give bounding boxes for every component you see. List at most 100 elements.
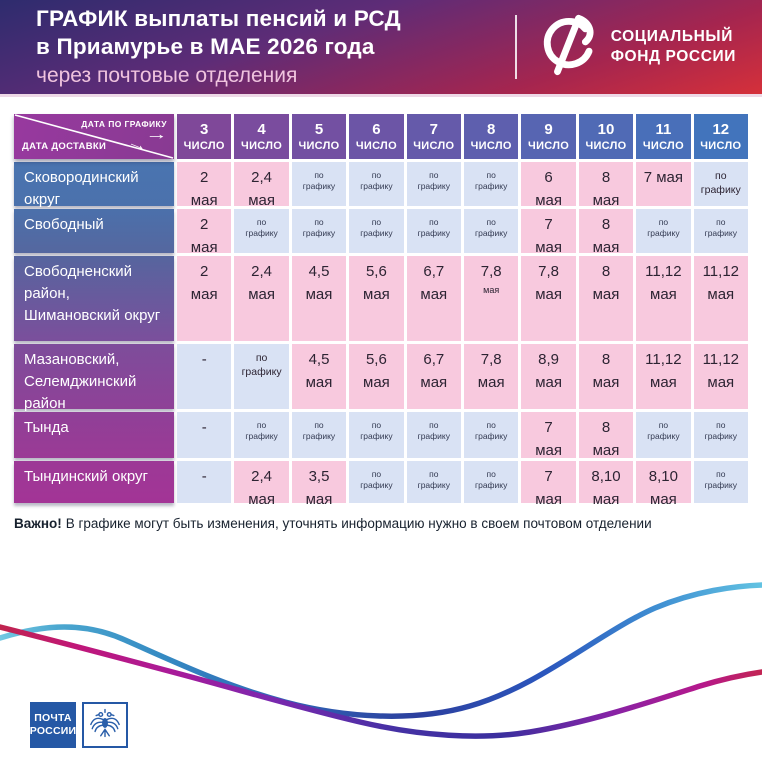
table-cell: 6,7 мая xyxy=(406,256,461,341)
footnote: Важно! В графике могут быть изменения, ут… xyxy=(14,516,652,531)
table-cell: 8 мая xyxy=(578,209,634,256)
table-cell: по графику xyxy=(693,461,748,503)
row-label: Сковородинский округ xyxy=(14,162,174,208)
post-logo-line2: РОССИИ xyxy=(29,725,77,737)
table-cell: по графику xyxy=(349,162,404,206)
table-cell: 7,8 мая xyxy=(464,344,519,409)
social-fund-logo: СОЦИАЛЬНЫЙ ФОНД РОССИИ xyxy=(517,14,762,81)
column-header-3: 3 ЧИСЛО xyxy=(177,114,232,159)
column-header-8: 8 ЧИСЛО xyxy=(464,114,519,159)
table-cell: по графику xyxy=(636,412,691,458)
column-header-5: 5 ЧИСЛО xyxy=(291,114,347,159)
social-fund-icon xyxy=(537,14,599,81)
table-cell: 2,4 мая xyxy=(234,256,289,341)
table-cell: по графику xyxy=(693,209,748,253)
table-cell: - xyxy=(177,461,232,503)
table-cell: 2 мая xyxy=(177,209,232,256)
wave-magenta xyxy=(0,624,762,739)
table-cell: 11,12 мая xyxy=(693,256,748,341)
row-label: Свободный xyxy=(14,209,174,253)
russian-post-emblem xyxy=(82,702,128,748)
table-cell: 8 мая xyxy=(578,162,634,209)
table-cell: по графику xyxy=(349,461,404,503)
logo-text-line1: СОЦИАЛЬНЫЙ xyxy=(610,27,733,45)
table-cell: 11,12 мая xyxy=(636,344,691,409)
table-cell: по графику xyxy=(464,412,519,458)
corner-label-delivery-date: ДАТА ДОСТАВКИ xyxy=(22,141,107,152)
table-cell: по графику xyxy=(291,209,347,253)
table-cell: 2 мая xyxy=(177,256,232,341)
table-cell: 7 мая xyxy=(521,461,576,508)
schedule-table: ДАТА ПО ГРАФИКУ → ДАТА ДОСТАВКИ → 3 ЧИСЛО… xyxy=(14,114,748,508)
page-subtitle: через почтовые отделения xyxy=(36,64,298,88)
row-label: Тында xyxy=(14,412,174,458)
table-cell: по графику xyxy=(234,412,289,458)
russian-post-logo: ПОЧТА РОССИИ xyxy=(30,702,128,748)
table-cell: 8,9 мая xyxy=(521,344,576,409)
table-cell: 2,4 мая xyxy=(234,461,289,508)
title-block: ГРАФИК выплаты пенсий и РСД в Приамурье … xyxy=(0,5,515,90)
corner-label-schedule-date: ДАТА ПО ГРАФИКУ xyxy=(81,119,167,129)
double-headed-eagle-icon xyxy=(88,706,122,745)
row-label: Мазановский, Селемджинский район xyxy=(14,344,174,412)
table-cell: по графику xyxy=(234,344,289,409)
table-cell: 11,12 мая xyxy=(636,256,691,341)
table-cell: 5,6 мая xyxy=(349,344,404,409)
table-cell: 7 мая xyxy=(636,162,691,206)
table-cell: по графику xyxy=(693,412,748,458)
page-title-line1: ГРАФИК выплаты пенсий и РСД xyxy=(36,5,401,31)
post-logo-line1: ПОЧТА xyxy=(34,712,72,725)
table-cell: - xyxy=(177,412,232,458)
table-cell: 4,5 мая xyxy=(291,256,347,341)
row-label: Свободненский район, Шимановский округ xyxy=(14,256,174,341)
row-label: Тындинский округ xyxy=(14,461,174,503)
column-header-4: 4 ЧИСЛО xyxy=(234,114,289,159)
decorative-waves xyxy=(0,582,762,739)
table-cell: по графику xyxy=(406,412,461,458)
logo-text-line2: ФОНД РОССИИ xyxy=(610,48,736,65)
column-header-10: 10 ЧИСЛО xyxy=(578,114,634,159)
table-cell: по графику xyxy=(464,162,519,206)
table-cell: по графику xyxy=(291,162,347,206)
table-cell: 8,10 мая xyxy=(578,461,634,508)
table-cell: по графику xyxy=(234,209,289,253)
table-cell: 7 мая xyxy=(521,209,576,256)
table-cell: по графику xyxy=(406,461,461,503)
table-cell: по графику xyxy=(406,209,461,253)
table-cell: по графику xyxy=(693,162,748,206)
footnote-important: Важно! xyxy=(14,516,62,531)
header-banner: ГРАФИК выплаты пенсий и РСД в Приамурье … xyxy=(0,0,762,97)
column-header-6: 6 ЧИСЛО xyxy=(349,114,404,159)
table-cell: по графику xyxy=(349,412,404,458)
table-cell: 7 мая xyxy=(521,412,576,459)
table-cell: 7,8 мая xyxy=(464,256,519,341)
table-cell: 4,5 мая xyxy=(291,344,347,409)
header-divider xyxy=(514,15,517,79)
column-header-7: 7 ЧИСЛО xyxy=(406,114,461,159)
column-header-9: 9 ЧИСЛО xyxy=(521,114,576,159)
table-cell: 2 мая xyxy=(177,162,232,209)
table-cell: 5,6 мая xyxy=(349,256,404,341)
table-cell: 8 мая xyxy=(578,344,634,409)
table-cell: по графику xyxy=(636,209,691,253)
footnote-text: В графике могут быть изменения, уточнять… xyxy=(65,516,652,531)
russian-post-wordmark: ПОЧТА РОССИИ xyxy=(30,702,76,748)
column-header-11: 11 ЧИСЛО xyxy=(636,114,691,159)
table-cell: 8 мая xyxy=(578,412,634,459)
table-cell: 7,8 мая xyxy=(521,256,576,341)
table-cell: 8 мая xyxy=(578,256,634,341)
table-cell: по графику xyxy=(464,461,519,503)
table-corner-cell: ДАТА ПО ГРАФИКУ → ДАТА ДОСТАВКИ → xyxy=(14,114,174,159)
table-cell: 8,10 мая xyxy=(636,461,691,508)
column-header-12: 12 ЧИСЛО xyxy=(693,114,748,159)
social-fund-logo-text: СОЦИАЛЬНЫЙ ФОНД РОССИИ xyxy=(611,27,736,67)
table-cell: 6 мая xyxy=(521,162,576,209)
arrow-right-icon: → xyxy=(145,126,168,143)
table-cell: по графику xyxy=(349,209,404,253)
table-cell: 3,5 мая xyxy=(291,461,347,508)
corner-diagonal-line xyxy=(14,114,174,159)
page-title-line2: в Приамурье в МАЕ 2026 года xyxy=(36,34,375,60)
table-cell: 11,12 мая xyxy=(693,344,748,409)
table-cell: по графику xyxy=(406,162,461,206)
wave-blue xyxy=(0,582,762,719)
